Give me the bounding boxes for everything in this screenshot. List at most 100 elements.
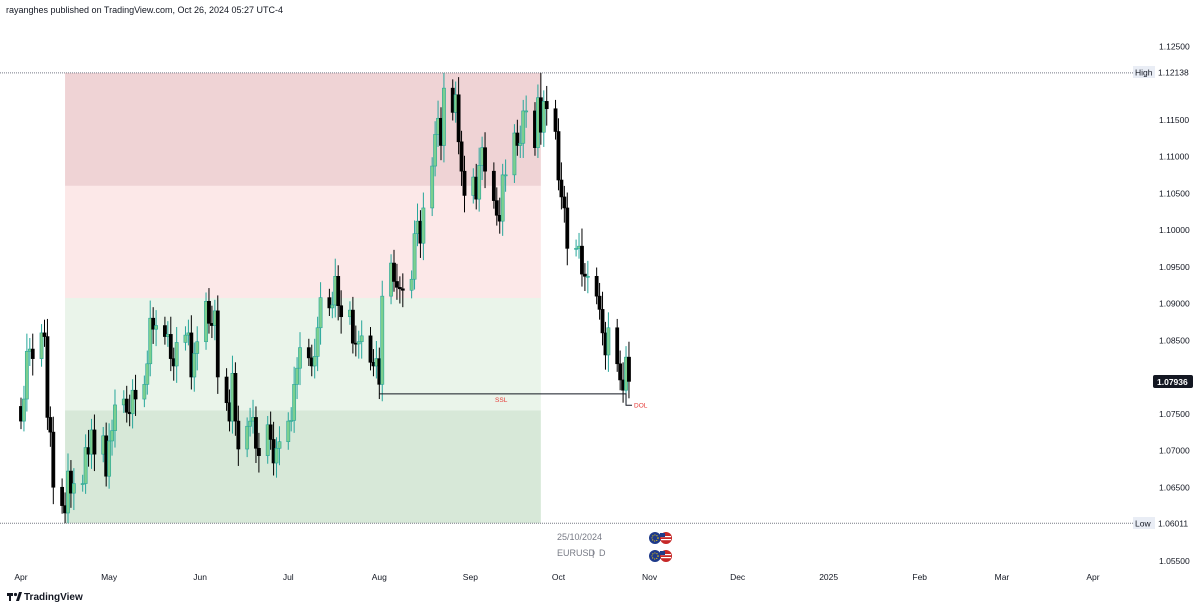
candle-body — [574, 248, 578, 250]
candle-body — [600, 309, 605, 334]
candle-body — [615, 327, 620, 365]
candle — [148, 300, 153, 377]
eu-flag-icon — [649, 550, 661, 562]
candle — [45, 318, 50, 430]
candle — [330, 291, 335, 319]
price-tick-label: 1.10000 — [1159, 225, 1190, 235]
candle — [477, 147, 482, 212]
high-tag-bg — [1133, 66, 1155, 78]
candle — [286, 412, 291, 450]
candle — [615, 318, 620, 372]
candle-body — [392, 262, 396, 282]
candle — [562, 185, 567, 223]
candle — [556, 118, 561, 191]
candle-body — [51, 431, 56, 488]
candle — [71, 468, 76, 511]
candle-body — [421, 207, 426, 244]
candle-body — [618, 363, 623, 381]
candle-body — [327, 297, 332, 309]
candle-body — [174, 342, 179, 367]
candle — [30, 333, 35, 376]
candle-body — [295, 367, 299, 385]
low-tag: Low 1.06011 — [1133, 517, 1188, 529]
symbol-separator: | — [592, 548, 594, 558]
candle-body — [24, 350, 29, 400]
candle — [51, 416, 56, 505]
candle — [627, 341, 631, 399]
candle — [145, 350, 150, 395]
candle-body — [277, 441, 282, 449]
time-axis[interactable]: Apr May Jun Jul Aug Sep Oct Nov Dec 2025 Feb Mar Apr — [14, 572, 1099, 582]
candle — [524, 95, 529, 128]
candle-body — [477, 165, 482, 200]
candle — [512, 124, 517, 183]
zone-premium-lower — [65, 185, 541, 298]
candle-body — [80, 483, 85, 485]
price-tick-label: 1.09000 — [1159, 299, 1190, 309]
candle — [397, 276, 402, 304]
time-tick-label: Sep — [463, 572, 478, 582]
candle — [594, 267, 599, 305]
candle — [500, 163, 505, 236]
candle — [174, 327, 179, 383]
tradingview-logo[interactable]: TradingView — [7, 592, 83, 603]
candle — [600, 291, 605, 346]
candle-body — [515, 132, 520, 146]
tradingview-brand: TradingView — [24, 592, 83, 603]
candle-body — [22, 398, 26, 422]
candle-body — [565, 207, 570, 249]
candle — [295, 357, 299, 400]
publisher-line: rayanghes published on TradingView.com, … — [6, 5, 283, 15]
time-tick-label: Apr — [1086, 572, 1099, 582]
candle — [265, 415, 270, 464]
high-tag: High 1.12138 — [1133, 66, 1189, 78]
candle-body — [524, 110, 529, 113]
candle-body — [541, 101, 546, 133]
candle — [574, 239, 578, 257]
us-flag-icon — [660, 550, 672, 562]
candle-body — [400, 288, 405, 291]
high-label: High — [1135, 68, 1153, 78]
candle-body — [350, 309, 355, 344]
price-axis[interactable]: 1.05500 1.06500 1.07000 1.07500 1.08500 1.090… — [1159, 41, 1190, 566]
candle — [339, 290, 344, 334]
candle — [409, 270, 414, 299]
candle-body — [318, 297, 323, 329]
candle — [69, 460, 73, 508]
candle — [583, 263, 587, 292]
candle-body — [459, 141, 464, 172]
candle-body — [336, 276, 341, 307]
candle-body — [380, 295, 385, 385]
candle-body — [148, 317, 153, 365]
last-price-bg — [1153, 375, 1193, 388]
candle — [380, 280, 385, 402]
last-price-tag: 1.07936 — [1153, 375, 1193, 388]
candle — [518, 125, 523, 158]
candle-body — [248, 420, 252, 427]
candle — [92, 414, 97, 472]
time-tick-label: Jul — [283, 572, 294, 582]
candle — [130, 379, 135, 429]
time-tick-label: Feb — [912, 572, 927, 582]
candle — [183, 326, 188, 351]
candle-body — [92, 429, 97, 455]
candle — [113, 389, 117, 448]
candle-body — [483, 147, 487, 172]
time-tick-label: 2025 — [819, 572, 838, 582]
candle-body — [245, 425, 250, 450]
candle — [553, 99, 558, 140]
candle — [163, 316, 167, 345]
candle-body — [456, 94, 461, 143]
candle — [315, 316, 320, 372]
candle — [110, 419, 114, 456]
candle-body — [268, 424, 273, 440]
candle-body — [368, 335, 373, 363]
time-tick-label: Dec — [730, 572, 746, 582]
price-tick-label: 1.07500 — [1159, 409, 1190, 419]
candle-body — [594, 276, 599, 297]
candle — [483, 132, 487, 189]
candle — [124, 385, 129, 423]
premium-discount-zones — [65, 72, 541, 524]
candle-body — [69, 470, 73, 494]
